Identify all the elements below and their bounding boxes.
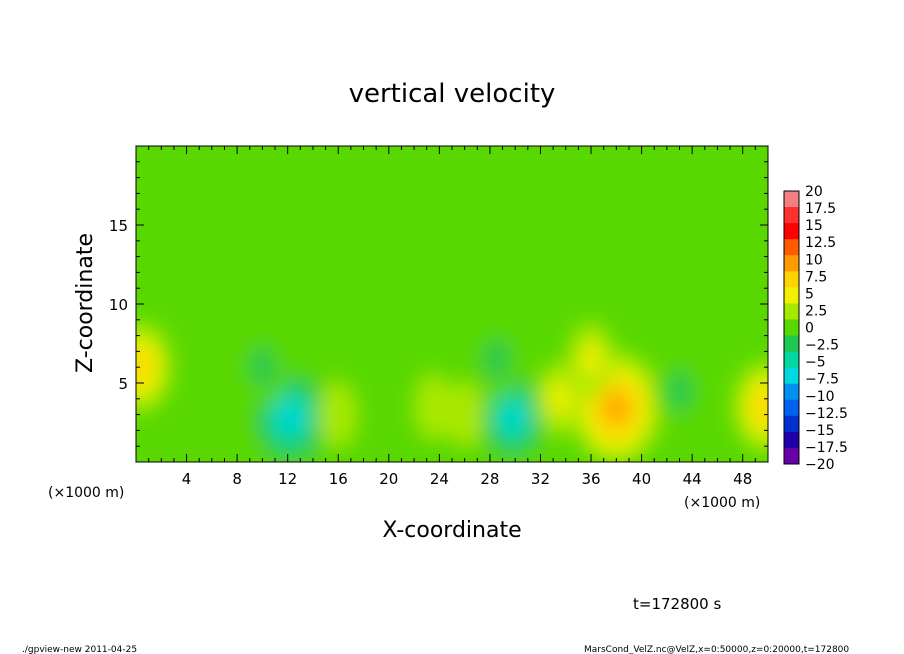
colorbar-swatch [784, 239, 799, 256]
field-feature-12-level-0 [445, 380, 485, 449]
colorbar-swatch [784, 271, 799, 288]
footer-right: MarsCond_VelZ.nc@VelZ,x=0:50000,z=0:2000… [584, 645, 849, 654]
colorbar-swatch [784, 431, 799, 449]
time-label: t=172800 s [633, 595, 721, 613]
x-tick-label: 36 [581, 470, 600, 488]
y-tick-label: 10 [109, 296, 128, 314]
field-feature-6-level-1 [483, 339, 510, 380]
footer-left: ./gpview-new 2011-04-25 [22, 645, 137, 654]
colorbar-swatch [784, 319, 799, 337]
x-tick-label: 48 [733, 470, 752, 488]
colorbar-label: −17.5 [805, 440, 848, 456]
colorbar-label: −20 [805, 457, 835, 473]
chart-title: vertical velocity [349, 79, 556, 109]
colorbar-swatch [784, 223, 799, 240]
colorbar-swatch [784, 383, 799, 401]
colorbar-swatch [784, 207, 799, 224]
colorbar-swatch [784, 399, 799, 417]
colorbar-swatch [784, 255, 799, 272]
field-feature-1-level-3 [502, 404, 523, 431]
field-feature-9-level-1 [548, 380, 571, 418]
x-unit-note-left: (×1000 m) [48, 485, 124, 501]
field-feature-3-level-2 [136, 352, 151, 383]
y-axis-label: Z-coordinate [73, 233, 98, 373]
x-tick-label: 24 [430, 470, 449, 488]
x-tick-label: 4 [182, 470, 192, 488]
x-tick-label: 32 [531, 470, 550, 488]
colorbar-label: 7.5 [805, 269, 827, 285]
x-tick-label: 44 [683, 470, 702, 488]
colorbar-label: −15 [805, 423, 835, 439]
colorbar-label: 15 [805, 218, 823, 234]
colorbar-label: 12.5 [805, 235, 836, 251]
field-feature-7-level-1 [666, 370, 693, 411]
field-feature-8-level-1 [579, 340, 603, 378]
field-feature-4-level-2 [754, 391, 768, 422]
colorbar-label: 2.5 [805, 303, 827, 319]
x-tick-label: 20 [379, 470, 398, 488]
colorbar-label: 10 [805, 252, 823, 268]
colorbar-swatch [784, 351, 799, 369]
colorbar-label: 20 [805, 184, 823, 200]
x-tick-label: 28 [480, 470, 499, 488]
plot-area [136, 146, 768, 462]
colorbar-swatch [784, 367, 799, 385]
x-tick-label: 40 [632, 470, 651, 488]
y-tick-label: 5 [118, 375, 128, 393]
field-feature-11-level-0 [413, 372, 453, 442]
colorbar-swatch [784, 191, 799, 208]
field-feature-5-level-1 [249, 347, 276, 388]
x-unit-note-right: (×1000 m) [684, 495, 760, 511]
x-axis-label: X-coordinate [382, 518, 521, 543]
field-feature-2-level-3 [605, 394, 628, 423]
colorbar-label: 0 [805, 321, 814, 337]
field-feature-0-level-3 [278, 403, 302, 432]
field-feature-10-level-0 [318, 380, 358, 449]
colorbar-swatch [784, 287, 799, 304]
colorbar-label: −10 [805, 389, 835, 405]
colorbar-label: 5 [805, 286, 814, 302]
colorbar-swatch [784, 303, 799, 320]
colorbar-label: −2.5 [805, 338, 839, 354]
colorbar-swatch [784, 415, 799, 433]
colorbar-label: −7.5 [805, 372, 839, 388]
x-tick-label: 8 [232, 470, 242, 488]
colorbar-swatch [784, 447, 799, 465]
colorbar-label: −12.5 [805, 406, 848, 422]
colorbar-label: 17.5 [805, 201, 836, 217]
colorbar-swatch [784, 335, 799, 353]
x-tick-label: 12 [278, 470, 297, 488]
y-tick-label: 15 [109, 217, 128, 235]
colorbar-frame [783, 190, 800, 465]
colorbar-label: −5 [805, 355, 826, 371]
x-tick-label: 16 [329, 470, 348, 488]
